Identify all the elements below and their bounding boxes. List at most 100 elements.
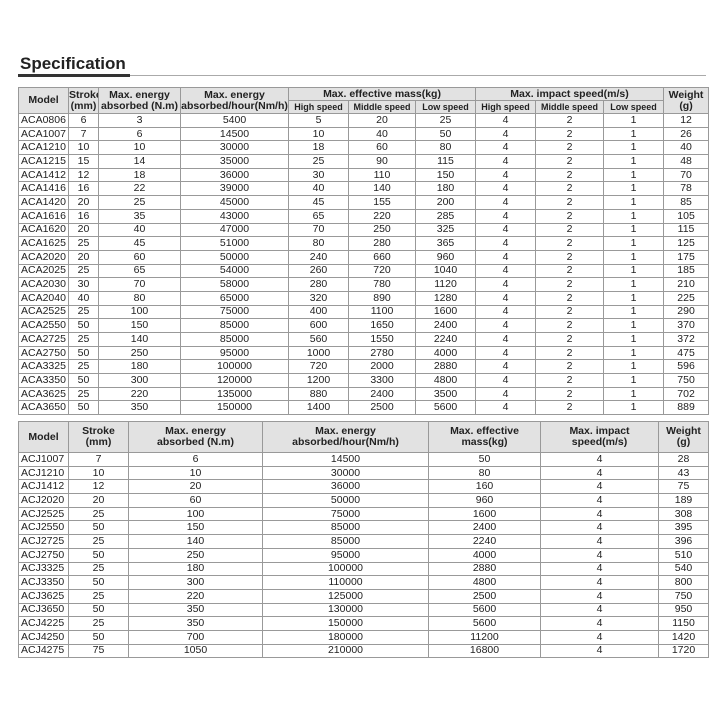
value-cell: 50 <box>68 575 129 590</box>
data-row: ACJ2750 50 250 95000 4000 4 510 <box>18 547 709 563</box>
header-text: (mm) <box>85 436 112 448</box>
model-cell: ACJ2750 <box>18 547 69 563</box>
model-cell: ACJ2020 <box>18 493 69 508</box>
value-cell: 780 <box>348 277 416 292</box>
value-cell: 20 <box>348 113 416 128</box>
value-cell: 325 <box>414 222 477 238</box>
data-row: ACJ2725 25 140 85000 2240 4 396 <box>18 534 709 549</box>
data-row: ACA3325 25 180 100000 720 2000 2880 4 2 1 596 <box>18 359 710 375</box>
value-cell: 2880 <box>428 561 541 577</box>
data-row: ACA3625 25 220 135000 880 2400 3500 4 2 1 702 <box>18 386 710 402</box>
value-cell: 1 <box>603 400 665 416</box>
value-cell: 2 <box>535 359 605 375</box>
value-cell: 1 <box>603 126 665 142</box>
data-row: ACJ4275 75 1050 210000 16800 4 1720 <box>18 643 709 659</box>
model-cell: ACA2750 <box>18 345 69 361</box>
value-cell: 750 <box>663 373 710 388</box>
value-cell: 2 <box>535 400 605 416</box>
data-row: ACA1620 20 40 47000 70 250 325 4 2 1 115 <box>18 222 710 238</box>
value-cell: 140 <box>348 181 416 197</box>
data-row: ACA2750 50 250 95000 1000 2780 4000 4 2 1 475 <box>18 345 710 361</box>
value-cell: 4 <box>475 345 537 361</box>
value-cell: 4 <box>540 452 659 467</box>
value-cell: 2 <box>535 236 605 251</box>
value-cell: 115 <box>414 154 477 169</box>
value-cell: 50000 <box>262 493 429 508</box>
model-cell: ACA1620 <box>18 222 69 238</box>
value-cell: 1 <box>603 140 665 156</box>
value-cell: 10 <box>68 465 129 481</box>
value-cell: 4 <box>475 332 537 347</box>
subheader-cell: Low speed <box>414 100 477 114</box>
value-cell: 1 <box>603 359 665 375</box>
value-cell: 220 <box>98 386 181 402</box>
value-cell: 4000 <box>414 345 477 361</box>
value-cell: 30 <box>288 167 349 183</box>
data-row: ACA2550 50 150 85000 600 1650 2400 4 2 1 370 <box>18 318 710 333</box>
value-cell: 4 <box>475 359 537 375</box>
value-cell: 2500 <box>348 400 416 416</box>
value-cell: 70 <box>98 277 181 292</box>
value-cell: 510 <box>658 547 709 563</box>
value-cell: 1000 <box>288 345 349 361</box>
value-cell: 1 <box>603 236 665 251</box>
value-cell: 140 <box>128 534 263 549</box>
value-cell: 4 <box>540 561 659 577</box>
data-row: ACJ2020 20 60 50000 960 4 189 <box>18 493 709 508</box>
value-cell: 4 <box>540 506 659 522</box>
value-cell: 16800 <box>428 643 541 659</box>
value-cell: 7 <box>68 126 99 142</box>
value-cell: 5600 <box>428 602 541 618</box>
value-cell: 12 <box>68 167 99 183</box>
header-text: Max. energy <box>165 425 226 437</box>
value-cell: 58000 <box>180 277 289 292</box>
value-cell: 10 <box>68 140 99 156</box>
header-cell: Max. energy absorbed (N.m) <box>128 421 263 453</box>
value-cell: 2240 <box>428 534 541 549</box>
value-cell: 75000 <box>262 506 429 522</box>
value-cell: 100000 <box>180 359 289 375</box>
value-cell: 60 <box>128 493 263 508</box>
header-text: (g) <box>679 99 693 112</box>
value-cell: 180000 <box>262 629 429 645</box>
value-cell: 2880 <box>414 359 477 375</box>
value-cell: 110 <box>348 167 416 183</box>
model-cell: ACA3325 <box>18 359 69 375</box>
data-row: ACA1215 15 14 35000 25 90 115 4 2 1 48 <box>18 154 710 169</box>
value-cell: 1 <box>603 167 665 183</box>
value-cell: 1 <box>603 208 665 224</box>
value-cell: 475 <box>663 345 710 361</box>
value-cell: 350 <box>98 400 181 416</box>
header-text: Max. impact speed(m/s) <box>510 87 629 100</box>
value-cell: 2780 <box>348 345 416 361</box>
value-cell: 50 <box>68 345 99 361</box>
value-cell: 35000 <box>180 154 289 169</box>
value-cell: 150 <box>414 167 477 183</box>
value-cell: 175 <box>663 249 710 265</box>
value-cell: 2 <box>535 345 605 361</box>
value-cell: 50 <box>414 126 477 142</box>
value-cell: 130000 <box>262 602 429 618</box>
header-text: Model <box>28 94 59 106</box>
header-cell: Weight (g) <box>663 87 710 114</box>
value-cell: 60 <box>348 140 416 156</box>
model-cell: ACA2525 <box>18 304 69 320</box>
value-cell: 4 <box>540 602 659 618</box>
header-text: absorbed (N.m) <box>100 99 178 112</box>
data-row: ACJ3650 50 350 130000 5600 4 950 <box>18 602 709 618</box>
value-cell: 4800 <box>414 373 477 388</box>
data-row: ACA1616 16 35 43000 65 220 285 4 2 1 105 <box>18 208 710 224</box>
value-cell: 65 <box>288 208 349 224</box>
value-cell: 65 <box>98 263 181 279</box>
value-cell: 2 <box>535 126 605 142</box>
value-cell: 2 <box>535 140 605 156</box>
value-cell: 115 <box>663 222 710 238</box>
value-cell: 43 <box>658 465 709 481</box>
data-row: ACA2525 25 100 75000 400 1100 1600 4 2 1 290 <box>18 304 710 320</box>
header-row: Model Stroke (mm) Max. energy absorbed (N.m)… <box>18 87 710 114</box>
value-cell: 6 <box>68 113 99 128</box>
data-row: ACJ4250 50 700 180000 11200 4 1420 <box>18 629 709 645</box>
data-row: ACJ3325 25 180 100000 2880 4 540 <box>18 561 709 577</box>
value-cell: 20 <box>128 479 263 495</box>
data-row: ACJ4225 25 350 150000 5600 4 1150 <box>18 616 709 631</box>
